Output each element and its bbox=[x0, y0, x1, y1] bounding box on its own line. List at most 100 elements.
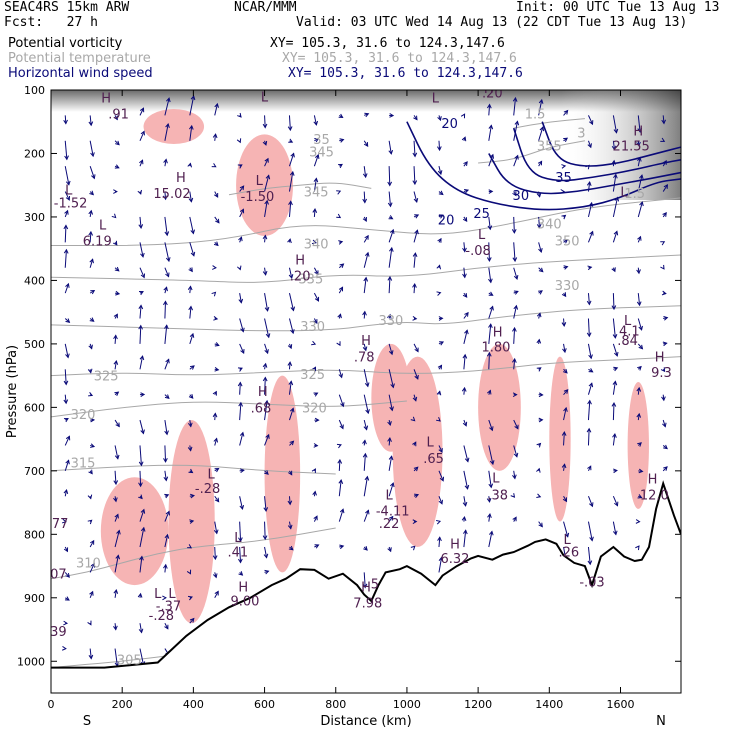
annotation-20: L bbox=[620, 186, 628, 201]
theta-contour-330 bbox=[51, 305, 681, 332]
annotation-28: 4.1 bbox=[619, 325, 640, 340]
annotation-9: 6.19 bbox=[83, 235, 112, 250]
theta-contour-350 bbox=[478, 140, 585, 164]
wind-vector-head-271 bbox=[388, 350, 394, 356]
wind-vector-355 bbox=[513, 155, 519, 167]
wind-vector-111 bbox=[189, 125, 193, 141]
wind-vector-head-462 bbox=[662, 211, 667, 217]
wind-vector-337 bbox=[488, 154, 494, 167]
wind-vector-276 bbox=[388, 456, 393, 471]
wind-vector-head-16 bbox=[61, 518, 67, 524]
wind-vector-head-20 bbox=[63, 620, 69, 626]
wind-vector-409 bbox=[587, 202, 593, 218]
wind-vector-461 bbox=[662, 184, 668, 192]
wind-vector-head-452 bbox=[636, 412, 642, 418]
plot-frame bbox=[50, 89, 682, 694]
wind-vector-430 bbox=[612, 293, 615, 310]
wind-vector-41 bbox=[89, 591, 94, 598]
wind-vector-261 bbox=[363, 572, 366, 588]
wind-vector-head-313 bbox=[438, 499, 443, 505]
wind-vector-head-323 bbox=[462, 273, 467, 279]
wind-vector-74 bbox=[139, 305, 142, 319]
wind-vector-head-325 bbox=[464, 311, 469, 317]
terrain-line bbox=[51, 480, 681, 669]
wind-vector-head-290 bbox=[414, 374, 419, 380]
wind-vector-head-106 bbox=[163, 563, 168, 569]
annotation-35: .65 bbox=[423, 452, 444, 467]
wind-vector-head-72 bbox=[140, 273, 146, 279]
model-name: SEAC4RS 15km ARW bbox=[4, 0, 130, 15]
wind-vector-168 bbox=[239, 546, 242, 563]
wind-vector-head-318 bbox=[461, 136, 467, 142]
wind-vector-150 bbox=[214, 591, 219, 599]
wind-vector-head-463 bbox=[660, 241, 666, 246]
wind-vector-166 bbox=[239, 496, 243, 510]
wind-vector-299 bbox=[438, 140, 441, 151]
wind-vector-head-396 bbox=[562, 348, 567, 354]
wind-vector-head-280 bbox=[413, 115, 418, 121]
wind-vector-204 bbox=[288, 496, 291, 505]
wind-vector-head-437 bbox=[613, 468, 618, 474]
wind-vector-214 bbox=[313, 292, 319, 302]
annotation-0: H bbox=[101, 92, 111, 107]
wind-vector-head-446 bbox=[636, 269, 641, 275]
wind-vector-64 bbox=[114, 623, 117, 630]
annotation-27: L bbox=[624, 314, 632, 329]
wind-vector-head-239 bbox=[337, 458, 343, 464]
wind-vector-head-387 bbox=[563, 109, 569, 115]
wind-vector-head-77 bbox=[140, 392, 146, 397]
wind-vector-head-443 bbox=[638, 174, 644, 180]
wind-vector-head-61 bbox=[116, 529, 121, 535]
wind-vector-head-180 bbox=[262, 362, 268, 368]
wind-vector-197 bbox=[288, 318, 294, 334]
wind-vector-head-4 bbox=[64, 209, 69, 215]
wind-vector-269 bbox=[388, 276, 391, 294]
theta-contour-325 bbox=[51, 356, 681, 377]
x-tick-label-1600: 1600 bbox=[606, 698, 634, 711]
wind-vector-head-15 bbox=[63, 489, 69, 495]
wind-vector-191 bbox=[288, 153, 295, 167]
wind-vector-315 bbox=[438, 537, 441, 548]
wind-vector-39 bbox=[89, 540, 95, 548]
wind-vector-head-328 bbox=[461, 386, 467, 392]
wind-vector-head-81 bbox=[138, 494, 143, 500]
wind-vector-head-158 bbox=[238, 298, 244, 304]
contour-label-19: 30 bbox=[513, 189, 530, 204]
wind-vector-164 bbox=[239, 432, 244, 446]
wind-vector-head-281 bbox=[412, 152, 418, 158]
wind-vector-head-412 bbox=[586, 300, 592, 306]
wind-vector-head-221 bbox=[311, 468, 316, 474]
wind-vector-257 bbox=[363, 453, 366, 471]
wind-vector-head-322 bbox=[462, 247, 467, 253]
wind-vector-head-413 bbox=[586, 332, 592, 338]
x-end-label-north: N bbox=[656, 714, 666, 729]
x-tick-label-800: 800 bbox=[325, 698, 346, 711]
wind-vector-head-80 bbox=[138, 482, 143, 488]
wind-vector-182 bbox=[264, 400, 268, 421]
pv-region-0 bbox=[143, 109, 205, 144]
wind-vector-head-12 bbox=[63, 417, 69, 423]
wind-vector-head-249 bbox=[364, 251, 370, 257]
wind-vector-head-256 bbox=[362, 439, 367, 445]
wind-vector-head-58 bbox=[113, 480, 119, 486]
wind-vector-head-304 bbox=[436, 264, 442, 270]
wind-vector-175 bbox=[264, 235, 266, 243]
wind-vector-209 bbox=[313, 154, 319, 167]
wind-vector-264 bbox=[388, 166, 391, 186]
annotation-4: .20 bbox=[482, 87, 503, 102]
wind-vector-head-19 bbox=[64, 596, 70, 601]
wind-vector-head-447 bbox=[636, 301, 642, 307]
wind-vector-210 bbox=[313, 178, 317, 192]
contour-label-10: 340 bbox=[304, 238, 329, 253]
wind-vector-head-18 bbox=[65, 573, 70, 578]
wind-vector-head-425 bbox=[611, 159, 617, 165]
wind-vector-head-300 bbox=[437, 170, 443, 176]
wind-vector-head-421 bbox=[589, 536, 594, 542]
wind-vector-head-215 bbox=[313, 319, 318, 325]
wind-vector-449 bbox=[637, 343, 643, 350]
wind-vector-head-310 bbox=[436, 417, 441, 422]
wind-vector-head-154 bbox=[239, 185, 245, 191]
wind-vector-head-5 bbox=[63, 224, 69, 230]
x-tick-label-1000: 1000 bbox=[393, 698, 421, 711]
wind-vector-458 bbox=[662, 115, 665, 124]
